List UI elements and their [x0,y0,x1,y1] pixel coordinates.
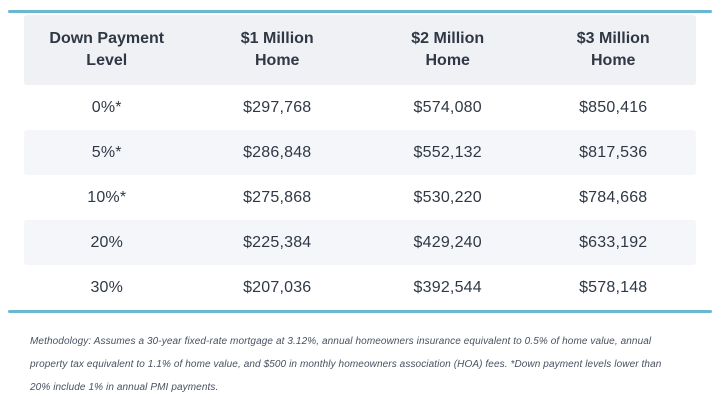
payment-value-cell: $850,416 [579,98,648,116]
payment-value-cell: $552,132 [413,143,482,161]
table-top-rule [8,10,712,13]
down-payment-cost-table: Down Payment Level $1 Million Home $2 Mi… [8,10,712,313]
table-bottom-rule [8,310,712,313]
payment-value-cell: $392,544 [413,278,482,296]
table-row: 0%* $297,768 $574,080 $850,416 [24,85,696,130]
methodology-footnote: Methodology: Assumes a 30-year fixed-rat… [30,336,662,393]
payment-value-cell: $817,536 [579,143,648,161]
payment-value-cell: $286,848 [243,143,312,161]
payment-value-cell: $275,868 [243,188,312,206]
table-row: 20% $225,384 $429,240 $633,192 [24,220,696,265]
table-row: 10%* $275,868 $530,220 $784,668 [24,175,696,220]
payment-value-cell: $225,384 [243,233,312,251]
table-header-row: Down Payment Level $1 Million Home $2 Mi… [24,15,696,85]
payment-value-cell: $574,080 [413,98,482,116]
payment-value-cell: $784,668 [579,188,648,206]
payment-value-cell: $530,220 [413,188,482,206]
payment-value-cell: $207,036 [243,278,312,296]
column-header-down-payment-level: Down Payment Level [49,30,165,69]
down-payment-level-cell: 30% [90,278,124,296]
down-payment-level-cell: 10%* [87,188,127,206]
down-payment-level-cell: 5%* [91,143,122,161]
payment-value-cell: $429,240 [413,233,482,251]
column-header-2-million-home: $2 Million Home [411,30,485,69]
payment-value-cell: $633,192 [579,233,648,251]
table-body: Down Payment Level $1 Million Home $2 Mi… [24,15,696,310]
column-header-3-million-home: $3 Million Home [576,30,650,69]
payment-value-cell: $578,148 [579,278,648,296]
table-row: 5%* $286,848 $552,132 $817,536 [24,130,696,175]
table-row: 30% $207,036 $392,544 $578,148 [24,265,696,310]
down-payment-level-cell: 0%* [91,98,122,116]
column-header-1-million-home: $1 Million Home [240,30,314,69]
payment-value-cell: $297,768 [243,98,312,116]
down-payment-level-cell: 20% [90,233,124,251]
